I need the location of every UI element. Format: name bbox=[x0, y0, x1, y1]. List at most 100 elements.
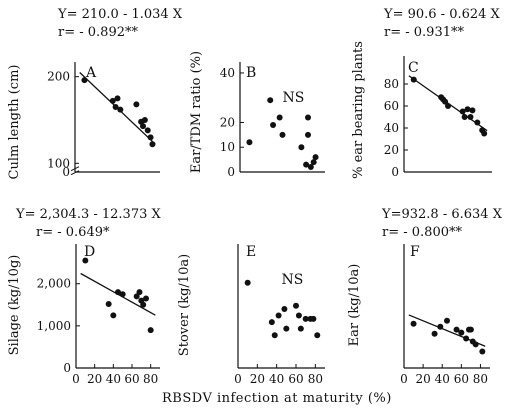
y-axis-title: Ear/TDM ratio (%) bbox=[189, 51, 204, 173]
x-tick-label: 40 bbox=[106, 372, 121, 386]
data-point bbox=[314, 332, 321, 339]
r-value-a: r= - 0.892** bbox=[58, 25, 138, 40]
data-point bbox=[410, 76, 417, 83]
data-point bbox=[442, 98, 449, 105]
data-point bbox=[267, 97, 274, 104]
y-tick-label: 200 bbox=[47, 70, 70, 84]
data-point bbox=[307, 164, 314, 171]
r-value-c: r= - 0.931** bbox=[384, 25, 464, 40]
x-tick-label: 0 bbox=[400, 372, 408, 386]
y-axis-title: Silage (kg/10g) bbox=[7, 255, 22, 356]
data-point bbox=[110, 312, 117, 319]
data-point bbox=[444, 317, 450, 324]
y-axis-title: Stover (kg/10a) bbox=[177, 254, 192, 356]
data-point bbox=[297, 325, 304, 332]
data-point bbox=[115, 289, 121, 296]
equation-d: Y= 2,304.3 - 12.373 X bbox=[15, 207, 162, 222]
data-point bbox=[149, 141, 156, 148]
data-point bbox=[293, 302, 299, 309]
x-tick-label: 60 bbox=[288, 372, 303, 386]
data-point bbox=[136, 289, 143, 296]
data-point bbox=[469, 107, 476, 114]
panel-label: F bbox=[410, 244, 420, 260]
y-tick-label: 60 bbox=[384, 99, 399, 113]
data-point bbox=[140, 123, 146, 130]
data-point bbox=[467, 326, 474, 333]
y-axis-title: % ear bearing plants bbox=[351, 41, 366, 179]
axis-break-mark bbox=[70, 166, 80, 172]
ns-annotation: NS bbox=[282, 272, 304, 288]
panel-c-ear-bearing-plants: 80 60 40 20 0 % ear bearing plants C bbox=[351, 41, 492, 179]
x-tick-label: 40 bbox=[269, 372, 284, 386]
y-tick-label: 0 bbox=[227, 165, 235, 179]
y-tick-label: 40 bbox=[220, 66, 235, 80]
panel-d-silage: 2,000 1,000 00 20 40 60 80 Silage (kg/10g) D bbox=[7, 244, 160, 386]
x-tick-label: 40 bbox=[435, 372, 450, 386]
equation-f: Y=932.8 - 6.634 X bbox=[381, 207, 503, 222]
data-point bbox=[302, 315, 309, 322]
data-point bbox=[140, 301, 147, 308]
x-tick-label: 0 bbox=[234, 372, 242, 386]
panel-label: C bbox=[408, 60, 419, 76]
y-tick-label: 10 bbox=[220, 140, 235, 154]
x-tick-label: 60 bbox=[454, 372, 469, 386]
x-tick-label: 80 bbox=[143, 372, 158, 386]
y-tick-label: 0 bbox=[62, 165, 70, 179]
data-point bbox=[81, 77, 88, 84]
y-tick-label: 0 bbox=[391, 165, 399, 179]
data-point bbox=[479, 348, 486, 355]
data-point bbox=[461, 114, 468, 120]
data-point bbox=[271, 332, 278, 339]
data-point bbox=[472, 341, 479, 348]
data-point bbox=[464, 106, 471, 113]
data-point bbox=[119, 291, 126, 298]
data-point bbox=[275, 312, 282, 319]
data-point bbox=[276, 114, 283, 121]
data-point bbox=[109, 97, 116, 104]
x-tick-label: 20 bbox=[415, 372, 430, 386]
data-point bbox=[303, 161, 310, 168]
data-point bbox=[459, 108, 466, 115]
y-tick-label: 2,000 bbox=[37, 277, 71, 291]
y-tick-label: 20 bbox=[220, 115, 235, 129]
data-point bbox=[458, 329, 465, 336]
data-point bbox=[82, 257, 89, 264]
data-point bbox=[481, 130, 488, 137]
panel-b-ear-tdm-ratio: 40 20 10 0 Ear/TDM ratio (%) B NS bbox=[189, 51, 325, 179]
r-value-f: r= - 0.800** bbox=[382, 225, 462, 240]
x-tick-label: 20 bbox=[87, 372, 102, 386]
data-point bbox=[105, 300, 112, 307]
data-point bbox=[298, 144, 305, 151]
data-point bbox=[463, 335, 470, 342]
x-axis-title: RBSDV infection at maturity (%) bbox=[162, 391, 392, 406]
data-point bbox=[474, 119, 481, 126]
data-point bbox=[268, 319, 275, 326]
y-tick-label: 0 bbox=[63, 361, 71, 375]
data-point bbox=[112, 104, 119, 110]
panel-label: E bbox=[246, 244, 256, 260]
data-point bbox=[305, 131, 311, 138]
data-point bbox=[117, 106, 124, 113]
data-point bbox=[147, 327, 154, 334]
data-point bbox=[283, 325, 290, 332]
y-axis-title: Ear (kg/10a) bbox=[347, 264, 362, 347]
data-point bbox=[133, 101, 140, 108]
data-point bbox=[437, 323, 444, 330]
data-point bbox=[310, 159, 317, 166]
data-point bbox=[141, 117, 148, 123]
r-value-d: r= - 0.649* bbox=[36, 225, 110, 240]
y-tick-label: 20 bbox=[384, 143, 399, 157]
x-tick-label: 60 bbox=[124, 372, 139, 386]
y-axis-title: Culm length (cm) bbox=[7, 65, 22, 180]
panel-label: A bbox=[85, 65, 97, 81]
data-point bbox=[279, 131, 286, 138]
data-point bbox=[410, 320, 417, 327]
data-point bbox=[270, 121, 277, 128]
data-point bbox=[431, 330, 438, 337]
data-point bbox=[246, 139, 253, 146]
y-tick-label: 1,000 bbox=[37, 319, 71, 333]
panel-label: D bbox=[84, 244, 95, 260]
panel-f-ear: 0 20 40 60 80 Ear (kg/10a) F bbox=[347, 244, 490, 386]
